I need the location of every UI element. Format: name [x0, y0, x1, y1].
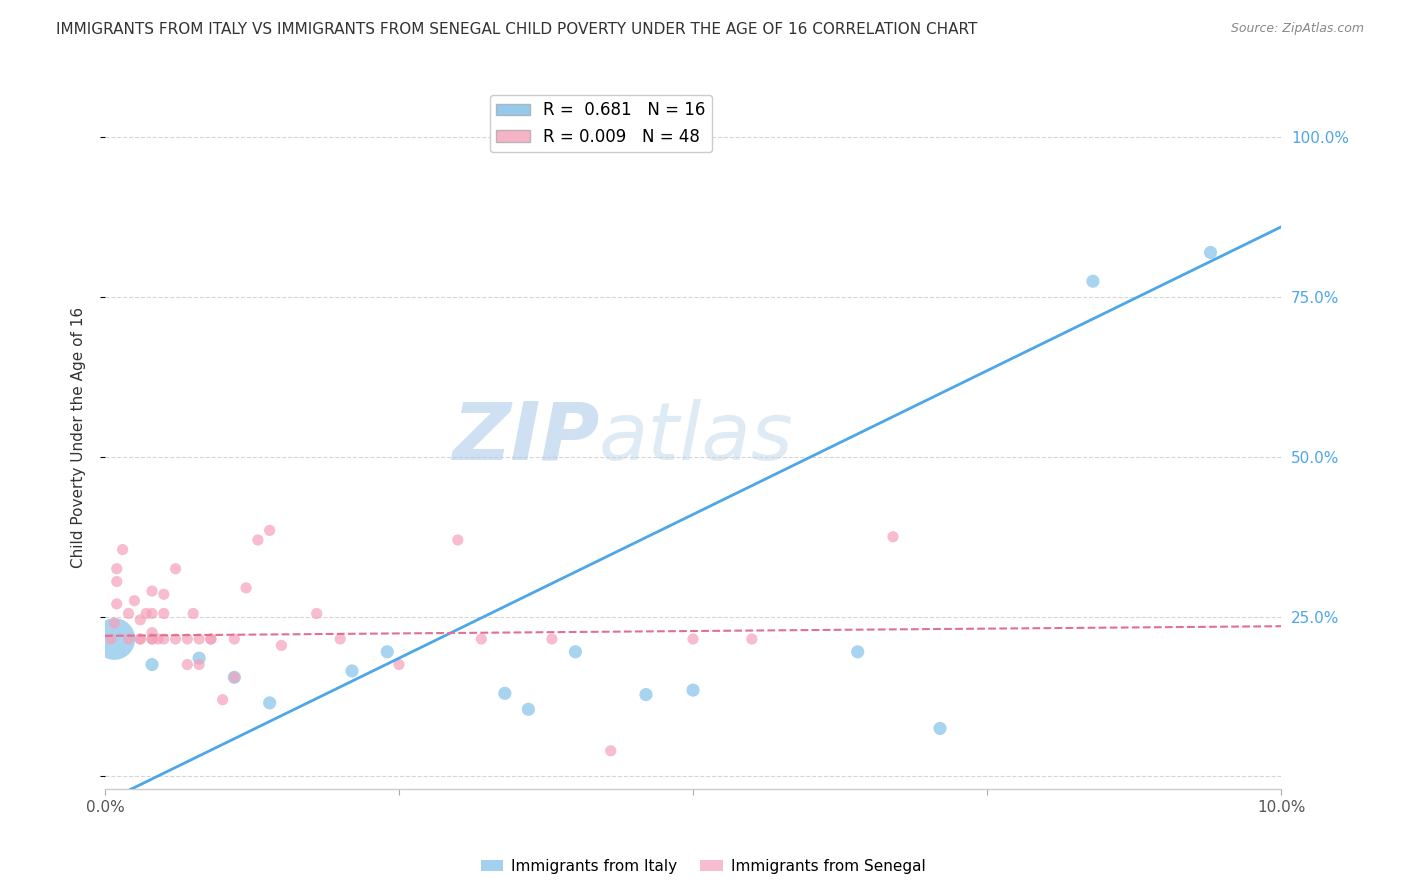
Point	[141, 625, 163, 640]
Point	[105, 562, 128, 576]
Point	[188, 632, 211, 646]
Point	[181, 607, 204, 621]
Point	[224, 670, 246, 684]
Point	[165, 632, 187, 646]
Point	[634, 688, 657, 702]
Point	[517, 702, 540, 716]
Point	[146, 632, 169, 646]
Point	[470, 632, 492, 646]
Point	[200, 632, 222, 646]
Point	[375, 645, 398, 659]
Point	[129, 632, 152, 646]
Point	[259, 696, 281, 710]
Point	[165, 562, 187, 576]
Legend: Immigrants from Italy, Immigrants from Senegal: Immigrants from Italy, Immigrants from S…	[474, 853, 932, 880]
Point	[103, 615, 125, 630]
Text: Source: ZipAtlas.com: Source: ZipAtlas.com	[1230, 22, 1364, 36]
Point	[564, 645, 586, 659]
Point	[111, 542, 134, 557]
Point	[541, 632, 564, 646]
Point	[224, 632, 246, 646]
Point	[388, 657, 411, 672]
Point	[105, 597, 128, 611]
Point	[929, 722, 952, 736]
Point	[117, 607, 139, 621]
Point	[188, 657, 211, 672]
Point	[141, 607, 163, 621]
Point	[129, 613, 152, 627]
Point	[340, 664, 363, 678]
Point	[135, 607, 157, 621]
Point	[152, 632, 174, 646]
Point	[103, 632, 125, 646]
Point	[270, 639, 292, 653]
Point	[200, 632, 222, 646]
Point	[235, 581, 257, 595]
Point	[329, 632, 352, 646]
Point	[741, 632, 763, 646]
Point	[682, 632, 704, 646]
Point	[599, 744, 621, 758]
Text: ZIP: ZIP	[451, 399, 599, 476]
Point	[447, 533, 470, 547]
Point	[224, 670, 246, 684]
Point	[117, 632, 139, 646]
Point	[846, 645, 869, 659]
Point	[176, 632, 198, 646]
Point	[141, 632, 163, 646]
Point	[1199, 245, 1222, 260]
Point	[305, 607, 328, 621]
Point	[1081, 274, 1104, 288]
Point	[176, 657, 198, 672]
Point	[141, 657, 163, 672]
Point	[211, 692, 233, 706]
Point	[141, 632, 163, 646]
Point	[682, 683, 704, 698]
Point	[188, 651, 211, 665]
Point	[124, 593, 146, 607]
Y-axis label: Child Poverty Under the Age of 16: Child Poverty Under the Age of 16	[72, 307, 86, 568]
Point	[105, 574, 128, 589]
Point	[152, 587, 174, 601]
Point	[152, 607, 174, 621]
Point	[882, 530, 904, 544]
Point	[141, 584, 163, 599]
Text: IMMIGRANTS FROM ITALY VS IMMIGRANTS FROM SENEGAL CHILD POVERTY UNDER THE AGE OF : IMMIGRANTS FROM ITALY VS IMMIGRANTS FROM…	[56, 22, 977, 37]
Point	[129, 632, 152, 646]
Point	[246, 533, 269, 547]
Text: atlas: atlas	[599, 399, 794, 476]
Point	[259, 524, 281, 538]
Legend: R =  0.681   N = 16, R = 0.009   N = 48: R = 0.681 N = 16, R = 0.009 N = 48	[489, 95, 711, 153]
Point	[100, 632, 122, 646]
Point	[494, 686, 516, 700]
